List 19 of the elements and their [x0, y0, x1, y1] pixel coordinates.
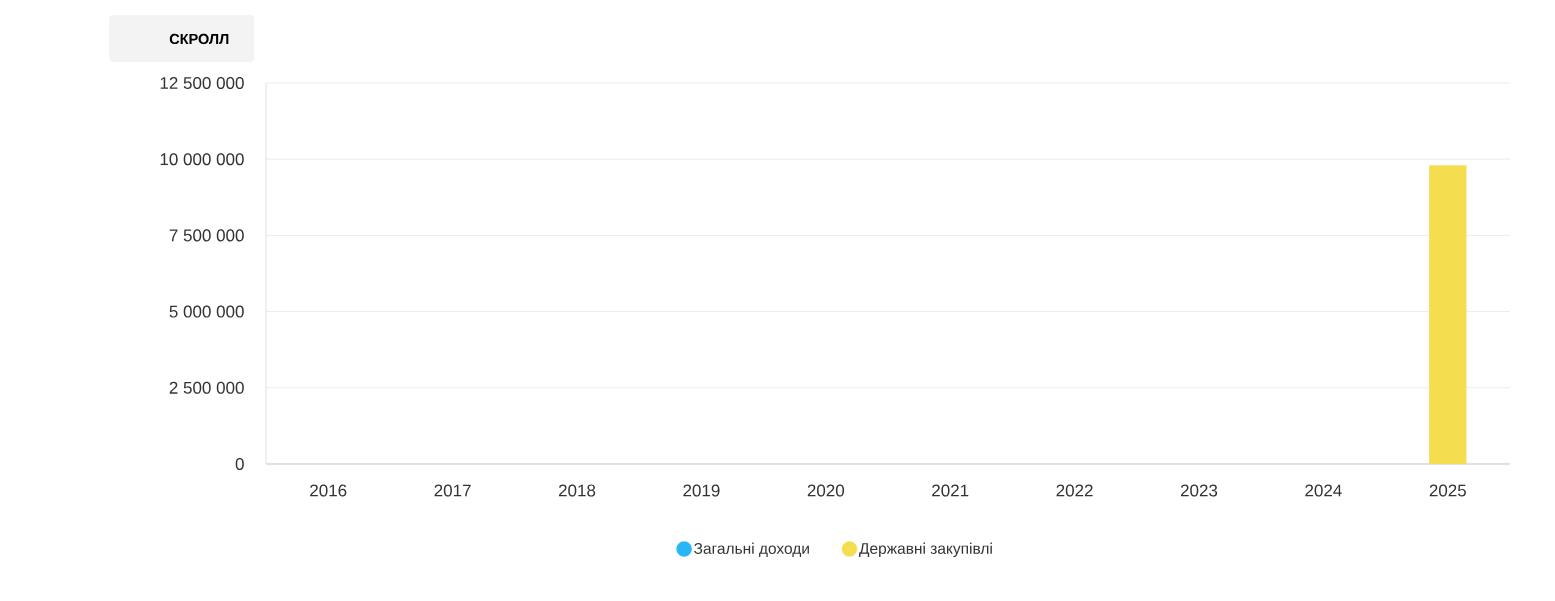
x-tick-label: 2025 — [1429, 484, 1466, 497]
x-tick-label: 2024 — [1305, 484, 1342, 497]
y-tick-label: 7 500 000 — [169, 229, 244, 242]
x-tick-label: 2022 — [1056, 484, 1093, 497]
x-tick-label: 2017 — [434, 484, 471, 497]
y-tick-label: 10 000 000 — [160, 153, 244, 166]
y-tick-label: 5 000 000 — [169, 305, 244, 318]
legend-label: Загальні доходи — [694, 542, 809, 557]
y-tick-label: 2 500 000 — [169, 381, 244, 394]
y-tick-label: 0 — [235, 457, 244, 471]
x-tick-label: 2021 — [932, 484, 969, 497]
text: СКРОЛЛ — [169, 33, 229, 45]
x-tick-label: 2016 — [310, 484, 347, 497]
legend-label: Державні закупівлі — [859, 542, 992, 558]
x-tick-label: 2020 — [807, 484, 845, 497]
x-tick-label: 2023 — [1180, 484, 1218, 497]
x-tick-label: 2018 — [558, 484, 596, 497]
x-tick-label: 2019 — [683, 484, 720, 497]
y-tick-label: 12 500 000 — [160, 76, 244, 90]
